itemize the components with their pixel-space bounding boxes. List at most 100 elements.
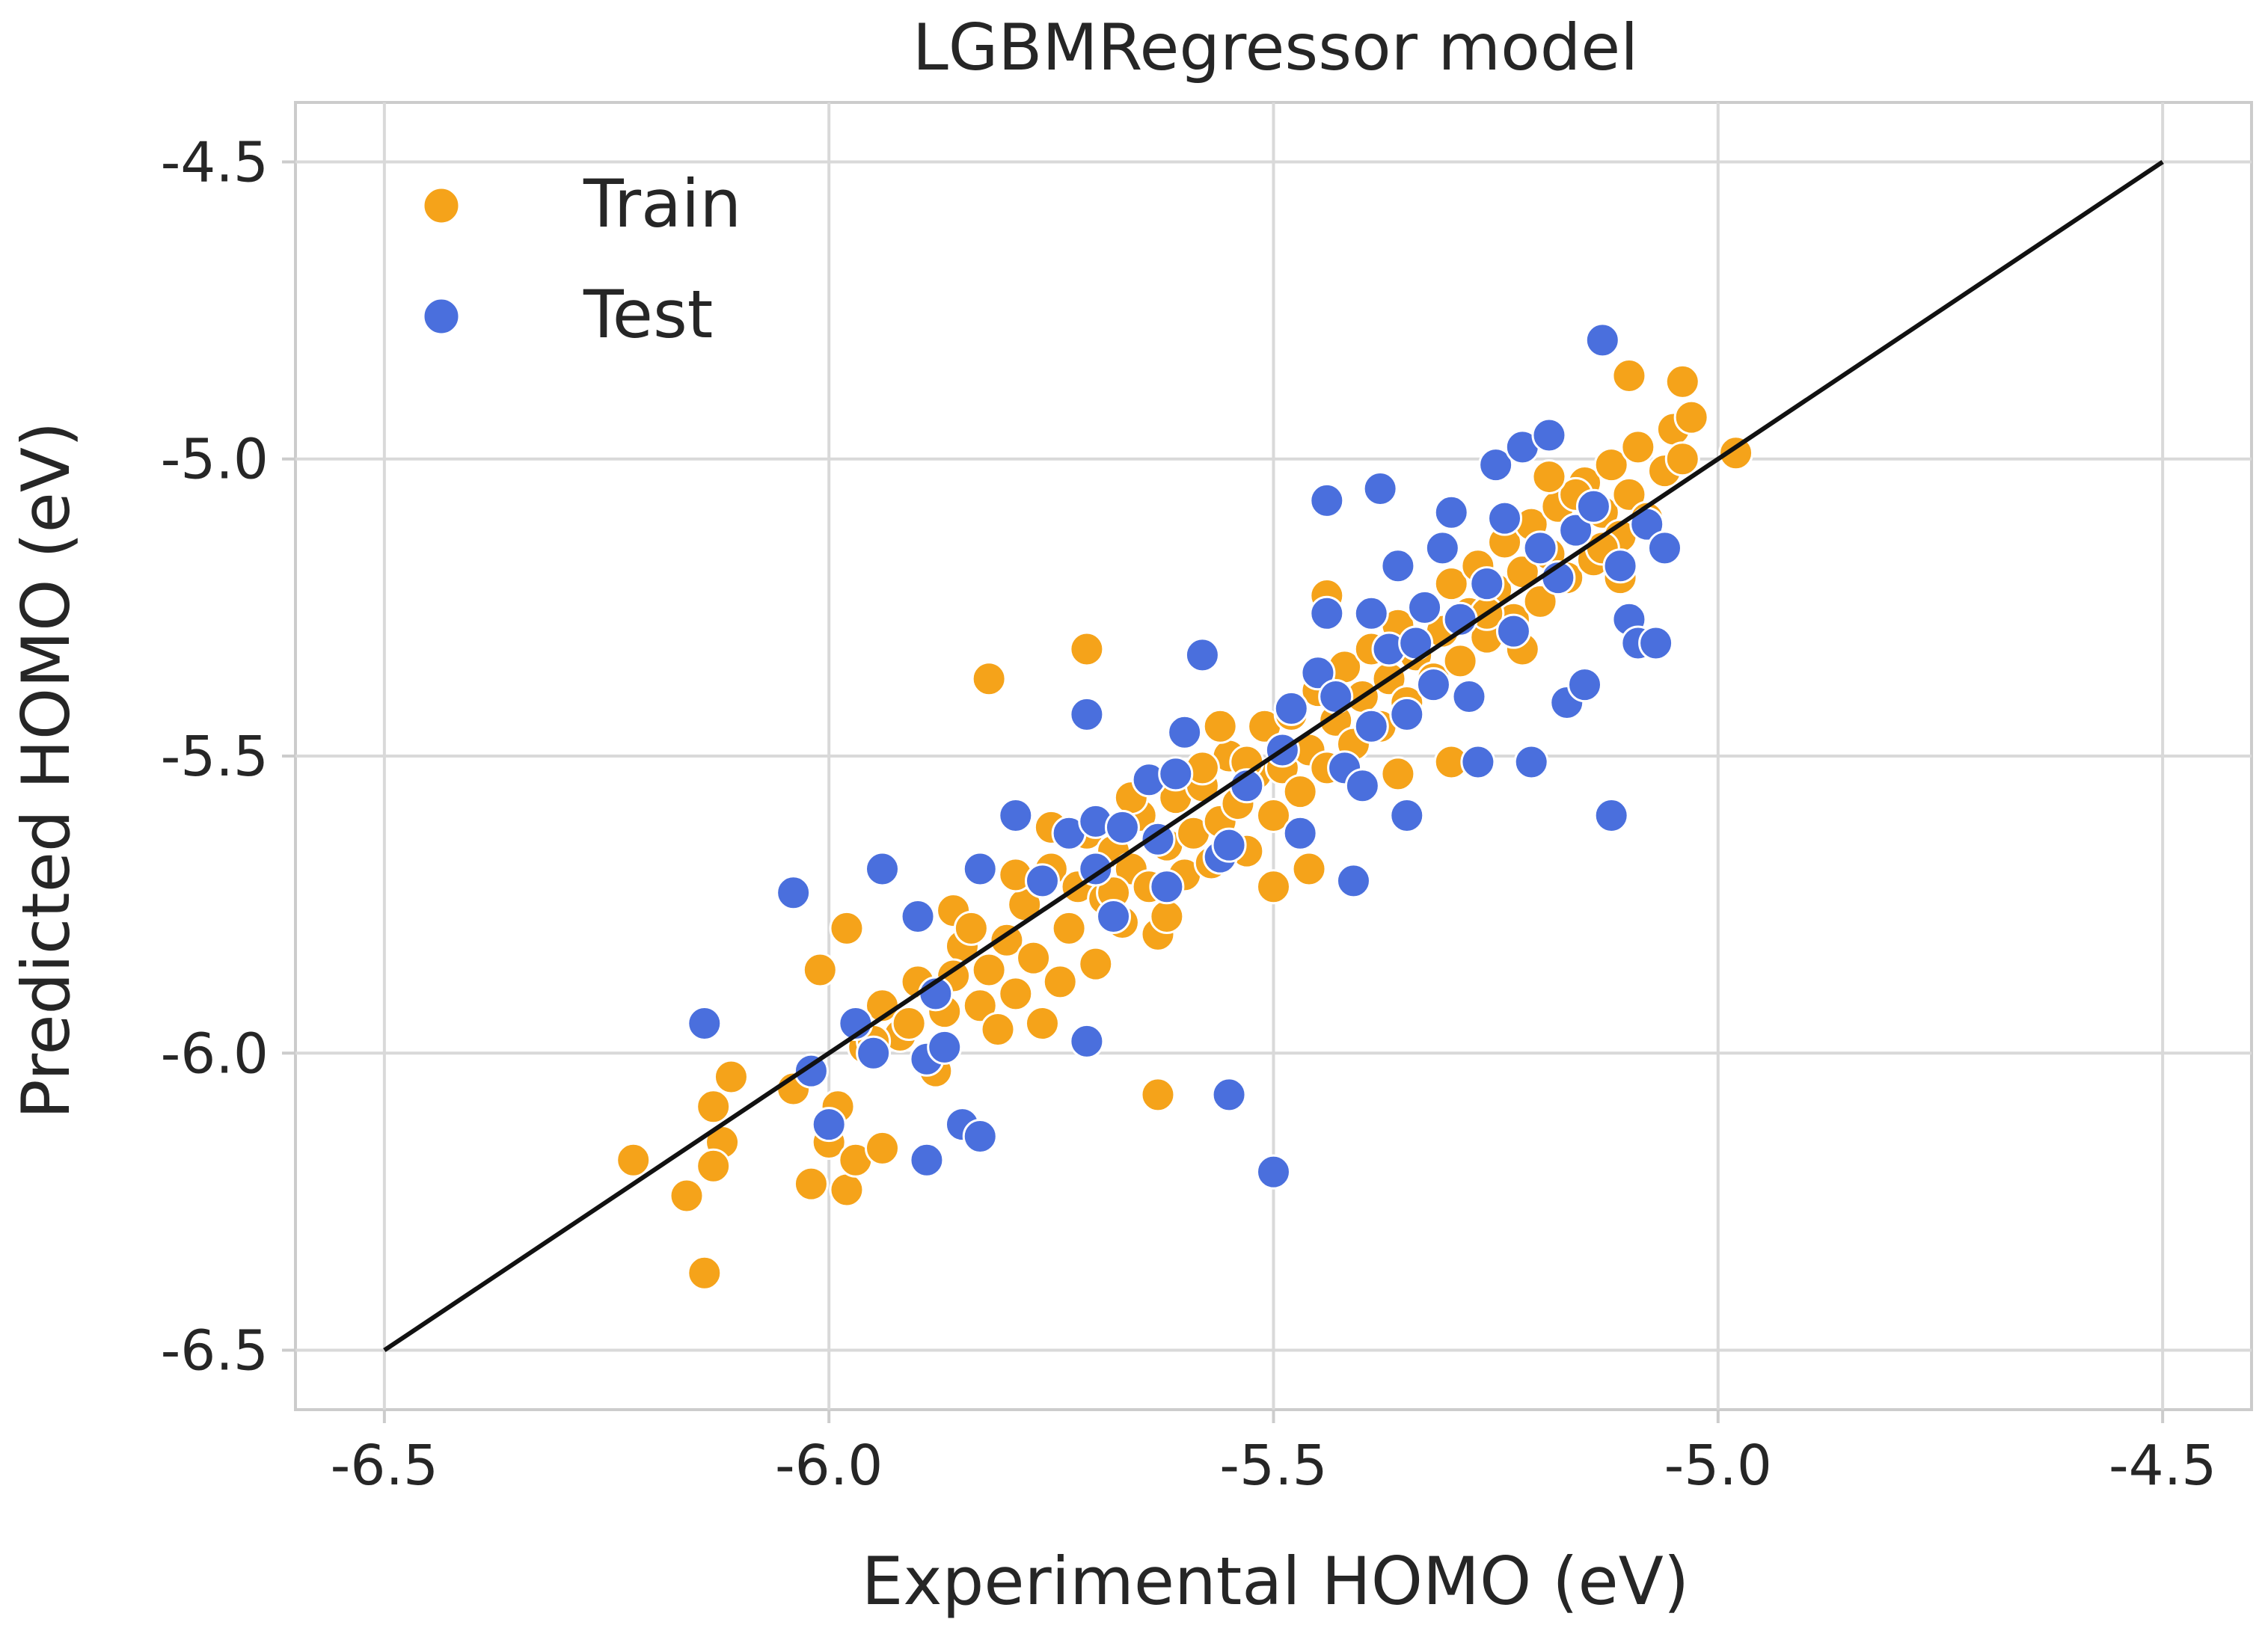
train-point [1291,851,1327,887]
y-tick-label: -4.5 [161,130,269,194]
test-point [1158,756,1194,792]
train-point [1611,476,1647,512]
train-point [793,1166,829,1202]
test-point [1256,1154,1291,1190]
y-axis-label: Predicted HOMO (eV) [7,422,85,1119]
train-point [865,1130,900,1166]
test-point [962,1119,998,1155]
train-point [1042,964,1078,1000]
test-point [1353,708,1389,744]
train-point [616,1142,652,1178]
x-tick-label: -5.5 [1219,1434,1327,1498]
train-point [1620,429,1656,465]
test-point [1149,869,1185,905]
train-point [696,1148,732,1184]
train-point [1024,1006,1060,1042]
train-point [1140,1077,1176,1113]
train-point [1664,441,1700,477]
train-point [1256,797,1291,833]
x-tick-label: -4.5 [2109,1434,2216,1498]
train-point [1531,459,1567,495]
x-tick-label: -6.5 [331,1434,438,1498]
test-point [1335,863,1371,899]
test-point [1575,488,1611,524]
y-tick-label: -6.0 [161,1022,269,1086]
train-point [1718,435,1754,471]
test-point [1096,899,1132,935]
test-point [1078,851,1114,887]
test-point [1487,500,1523,536]
train-point [687,1255,723,1291]
test-point [1069,696,1105,732]
test-point [1647,530,1682,566]
test-point [1495,613,1531,649]
test-point [1069,1023,1105,1059]
train-point [1069,631,1105,667]
legend-label-test: Test [583,276,713,353]
train-point [980,1011,1016,1047]
test-point [1389,797,1425,833]
test-point [1433,494,1469,530]
test-point [1478,447,1514,483]
train-point [1016,940,1052,976]
legend-label-train: Train [583,165,741,242]
train-point [1256,869,1291,905]
train-point [1442,643,1478,679]
train-point [953,910,989,946]
train-point [1149,899,1185,935]
test-point [1211,1077,1247,1113]
test-point [1309,482,1345,518]
train-point [891,1006,927,1042]
test-point [1362,470,1398,506]
test-point [1211,827,1247,863]
test-point [1584,322,1620,358]
test-point [865,851,900,887]
train-point [1593,447,1629,483]
test-point [1469,566,1505,602]
test-point [1593,797,1629,833]
test-point [1567,667,1603,703]
test-point [1167,714,1203,750]
train-point [1078,946,1114,982]
x-tick-label: -5.0 [1664,1434,1772,1498]
test-point [1460,744,1496,780]
test-point [962,851,998,887]
test-point [1389,696,1425,732]
test-point [687,1006,723,1042]
test-point [1104,809,1140,845]
legend-marker-test [422,297,461,336]
train-point [1522,583,1558,619]
train-point [1202,708,1238,744]
test-point [927,1029,963,1065]
test-point [1415,667,1451,703]
train-point [1433,566,1469,602]
test-point [1531,417,1567,453]
train-point [713,1059,749,1095]
test-point [856,1035,892,1071]
train-point [802,952,838,988]
train-point [989,922,1025,958]
test-point [1184,637,1220,673]
y-tick-label: -5.0 [161,428,269,492]
test-point [1353,595,1389,631]
train-point [669,1178,705,1214]
train-point [1673,399,1709,435]
train-point [1611,357,1647,393]
test-point [1513,744,1549,780]
legend-marker-train [422,186,461,225]
test-point [1273,690,1309,726]
y-tick-label: -5.5 [161,725,269,789]
test-point [998,797,1034,833]
train-point [1664,363,1700,399]
train-point [1282,774,1318,810]
test-point [1602,548,1638,584]
test-point [1638,625,1674,661]
test-point [1282,815,1318,851]
x-tick-label: -6.0 [775,1434,883,1498]
train-point [962,988,998,1024]
test-point [1380,548,1416,584]
test-point [811,1107,847,1143]
train-point [829,1172,865,1208]
